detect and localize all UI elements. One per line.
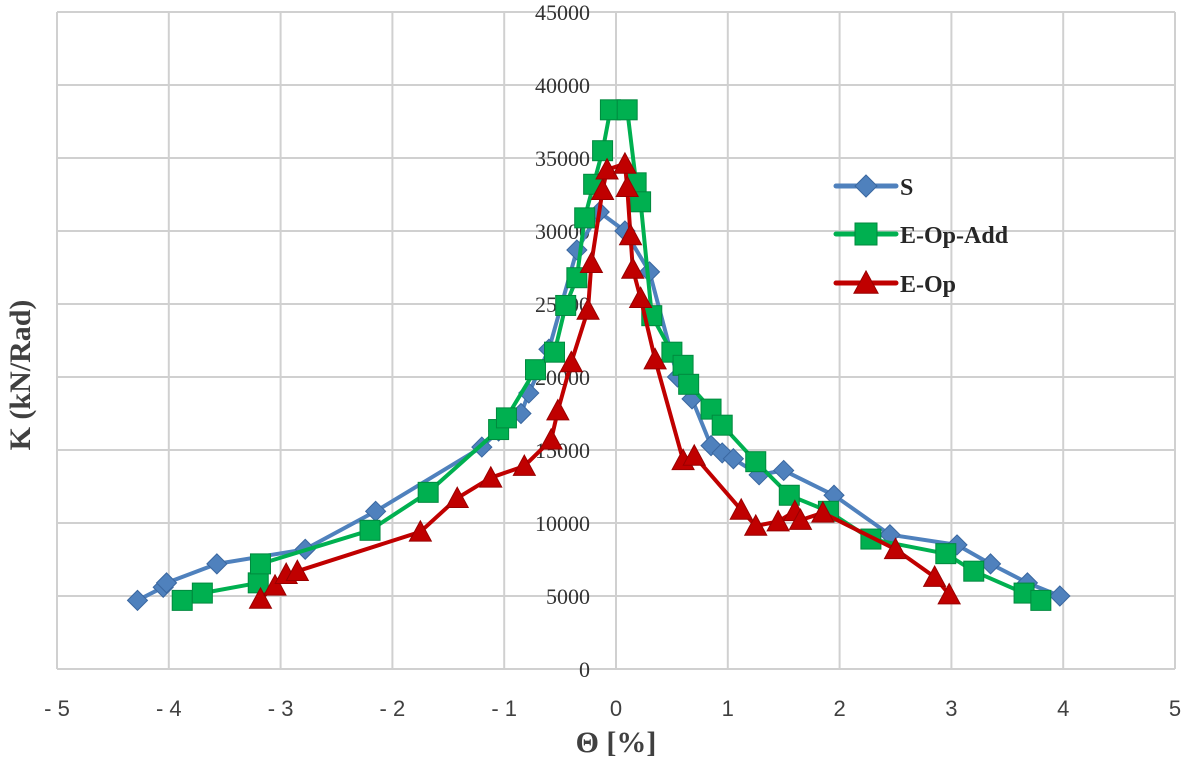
square-marker [249,553,271,575]
triangle-marker [810,500,835,523]
triangle-marker [408,519,433,542]
legend-label: E-Op-Add [900,223,1009,249]
diamond-marker [854,174,878,198]
y-axis-title: K (kN/Rad) [4,300,37,451]
y-tick-label: 10000 [535,511,590,536]
diamond-marker [1049,585,1071,607]
square-marker [711,414,733,436]
square-marker [247,572,269,594]
x-tick-label: - 3 [268,696,294,721]
square-marker [672,354,694,376]
triangle-marker [628,286,653,309]
square-marker [544,341,566,363]
x-tick-label: 5 [1169,696,1181,721]
y-axis-ticks: 0500010000150002000025000300003500040000… [535,0,590,682]
triangle-marker [618,223,643,246]
triangle-marker [285,559,310,582]
x-tick-label: 0 [610,696,622,721]
diamond-marker [126,589,149,612]
triangle-marker [512,454,537,476]
triangle-marker [922,564,947,587]
triangle-marker [595,157,619,180]
diamond-marker [772,459,795,482]
triangle-marker [546,398,570,421]
x-axis-title: Θ [%] [576,726,657,759]
y-tick-label: 35000 [535,146,590,171]
square-marker [171,589,193,611]
triangle-marker [853,269,879,294]
y-tick-label: 40000 [535,73,590,98]
data-series [126,99,1071,612]
legend-item-s: S [833,174,913,201]
triangle-marker [788,508,813,530]
y-tick-label: 45000 [535,0,590,25]
square-marker [935,543,957,565]
triangle-marker [576,297,600,320]
square-marker [359,519,381,541]
square-marker [495,407,517,429]
diamond-marker [979,553,1002,575]
triangle-marker [743,513,768,536]
triangle-marker [248,586,273,609]
triangle-marker [559,350,584,373]
triangle-marker [263,573,287,596]
x-tick-label: 3 [945,696,957,721]
series-e-op [248,151,962,609]
diamond-marker [155,572,178,594]
triangle-marker [729,497,754,520]
triangle-marker [590,178,615,200]
square-marker [700,398,722,420]
y-tick-label: 5000 [546,584,590,609]
triangle-marker [615,175,640,198]
diamond-marker [364,500,387,523]
square-marker [525,359,547,381]
square-marker [555,294,577,316]
diamond-marker [206,553,228,575]
x-tick-label: 2 [833,696,845,721]
legend-label: E-Op [900,272,956,298]
triangle-marker [539,427,563,450]
series-e-op-add [171,99,1052,611]
triangle-marker [613,151,637,174]
square-marker [592,140,614,162]
square-marker [574,207,596,229]
x-tick-label: 1 [722,696,734,721]
x-tick-label: - 2 [380,696,406,721]
square-marker [1030,589,1052,611]
triangle-marker [682,443,707,466]
x-tick-label: - 1 [491,696,517,721]
legend-item-e-op-add: E-Op-Add [833,222,1009,249]
legend: S E-Op-Add E-Op [833,174,1009,298]
square-marker [963,560,985,582]
square-marker [745,451,767,473]
triangle-marker [620,256,645,279]
square-marker [417,481,439,503]
square-marker [678,373,700,395]
square-marker [191,582,213,604]
legend-item-e-op: E-Op [833,269,956,298]
y-tick-label: 15000 [535,438,590,463]
diamond-marker [722,448,745,470]
triangle-marker [937,582,962,605]
triangle-marker [883,537,908,560]
x-tick-label: - 4 [156,696,182,721]
x-tick-label: 4 [1057,696,1069,721]
square-marker [778,484,800,506]
legend-label: S [900,175,913,201]
series-line [136,210,1061,603]
x-axis-ticks: - 5 - 4 - 3 - 2 - 1 0 1 2 3 4 5 [44,696,1181,721]
square-marker [854,222,878,246]
triangle-marker [643,347,667,370]
triangle-marker [445,486,470,509]
y-tick-label: 0 [579,657,590,682]
square-marker [616,99,638,121]
triangle-marker [478,465,503,488]
x-tick-label: - 5 [44,696,70,721]
triangle-marker [579,251,604,273]
gridlines [56,11,1176,670]
